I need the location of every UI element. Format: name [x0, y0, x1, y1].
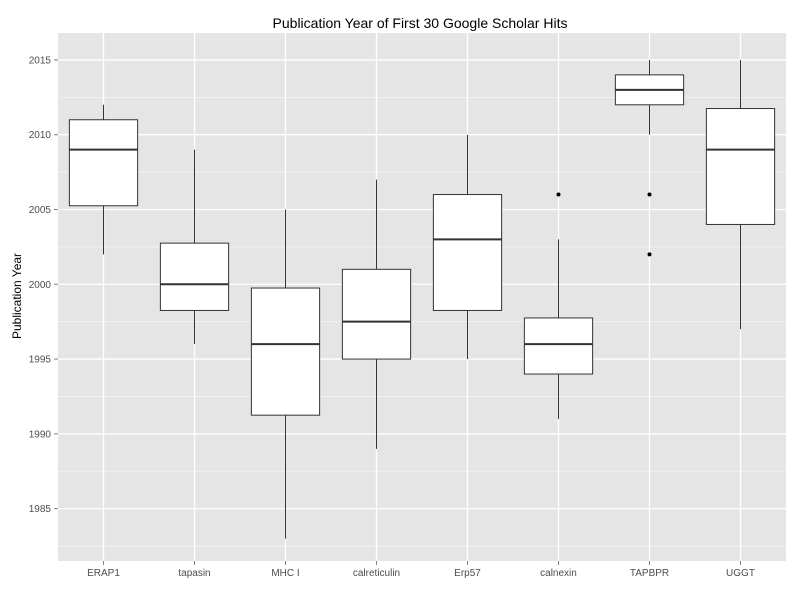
- box-calnexin: [523, 192, 594, 419]
- x-tick-label: Erp57: [454, 568, 481, 579]
- x-tick-label: tapasin: [178, 568, 210, 579]
- x-tick-label: TAPBPR: [630, 568, 669, 579]
- outlier-point: [647, 252, 652, 257]
- x-axis: ERAP1 tapasin MHC I calreticulin Erp57 calnex…: [87, 561, 755, 579]
- y-axis: 1985 1990 1995 2000 2005 2010 2015: [29, 55, 58, 515]
- y-tick-label: 2015: [29, 55, 52, 66]
- box-erp57: [432, 134, 503, 360]
- x-tick-label: calreticulin: [353, 568, 400, 579]
- box-iqr: [523, 317, 594, 375]
- y-tick-label: 1990: [29, 429, 52, 440]
- box-iqr: [159, 242, 230, 311]
- box-erap1: [68, 104, 139, 255]
- box-iqr: [68, 119, 139, 207]
- x-tick-label: MHC I: [271, 568, 299, 579]
- y-tick-label: 2000: [29, 280, 52, 291]
- box-uggt: [705, 59, 776, 330]
- y-tick-label: 1995: [29, 355, 52, 366]
- chart-title: Publication Year of First 30 Google Scho…: [273, 15, 568, 31]
- x-tick-label: calnexin: [540, 568, 577, 579]
- y-tick-label: 2005: [29, 205, 52, 216]
- box-series: [68, 59, 776, 539]
- outlier-point: [556, 192, 561, 197]
- outlier-point: [647, 192, 652, 197]
- box-iqr: [705, 108, 776, 225]
- x-tick-label: UGGT: [726, 568, 755, 579]
- box-mhc-i: [250, 209, 321, 539]
- x-tick-label: ERAP1: [87, 568, 120, 579]
- box-tapbpr: [614, 59, 685, 257]
- box-tapasin: [159, 149, 230, 345]
- box-iqr: [432, 194, 503, 311]
- box-calreticulin: [341, 179, 412, 449]
- y-axis-title: Publication Year: [10, 253, 24, 339]
- box-iqr: [250, 287, 321, 416]
- y-tick-label: 2010: [29, 130, 52, 141]
- y-tick-label: 1985: [29, 504, 52, 515]
- box-iqr: [341, 268, 412, 360]
